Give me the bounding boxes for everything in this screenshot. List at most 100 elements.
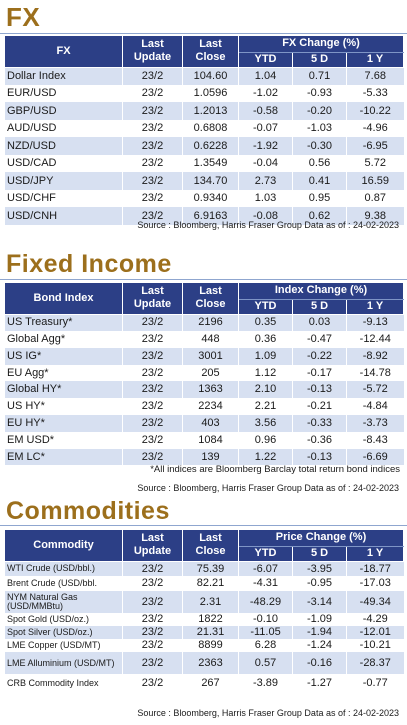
commodities-row-last-close: 75.39 bbox=[182, 561, 239, 577]
fx-row-1y: 7.68 bbox=[345, 67, 404, 85]
fx-row-ytd: 1.03 bbox=[238, 189, 293, 208]
commodities-row-last-close: 1822 bbox=[182, 613, 239, 627]
commodities-row-ytd: -48.29 bbox=[238, 591, 293, 614]
fixed-income-row-last-close: 448 bbox=[182, 331, 239, 348]
commodities-row-name: Brent Crude (USD/bbl. bbox=[4, 576, 123, 592]
fixed-income-row: EU Agg* 23/2 205 1.12 -0.17 -14.78 bbox=[4, 364, 404, 382]
fixed-income-row-last-close: 139 bbox=[182, 448, 239, 466]
fx-row-1y: 0.87 bbox=[345, 189, 404, 208]
fixed-income-row-ytd: 2.10 bbox=[238, 381, 293, 399]
fixed-income-row-name: US IG* bbox=[4, 347, 123, 365]
fx-row: NZD/USD 23/2 0.6228 -1.92 -0.30 -6.95 bbox=[4, 137, 404, 155]
fx-col-last-close: Last Close bbox=[182, 35, 239, 68]
fixed-income-row-1y: -5.72 bbox=[345, 381, 404, 399]
fi-col-last-close: Last Close bbox=[182, 282, 239, 315]
fx-row-ytd: -1.02 bbox=[238, 84, 293, 103]
commodities-row-1y: -49.34 bbox=[345, 591, 404, 614]
fx-row-last-update: 23/2 bbox=[122, 84, 183, 103]
commodities-table-body: WTI Crude (USD/bbl.) 23/2 75.39 -6.07 -3.95-… bbox=[4, 561, 404, 693]
fx-table: FX Last Update Last Close FX Change (%) … bbox=[4, 35, 405, 225]
commodities-row: Brent Crude (USD/bbl. 23/2 82.21 -4.31 -0.95… bbox=[4, 576, 404, 592]
com-col-5d: 5 D bbox=[292, 546, 347, 562]
fixed-income-row-ytd: 2.21 bbox=[238, 398, 293, 416]
fixed-income-row-5d: -0.22 bbox=[292, 347, 347, 365]
fixed-income-row: EU HY* 23/2 403 3.56 -0.33 -3.73 bbox=[4, 415, 404, 432]
fx-row: AUD/USD 23/2 0.6808 -0.07 -1.03 -4.96 bbox=[4, 119, 404, 138]
fx-row-5d: 0.41 bbox=[292, 172, 347, 190]
fixed-income-table-body: US Treasury* 23/2 2196 0.35 0.03 -9.13 Global … bbox=[4, 314, 404, 466]
fx-row-last-update: 23/2 bbox=[122, 102, 183, 120]
fx-row-last-update: 23/2 bbox=[122, 137, 183, 155]
fixed-income-row-last-update: 23/2 bbox=[122, 415, 183, 432]
fx-row-last-update: 23/2 bbox=[122, 189, 183, 208]
fx-row: USD/CAD 23/2 1.3549 -0.04 0.56 5.72 bbox=[4, 154, 404, 173]
fi-col-group: Index Change (%) bbox=[237, 282, 405, 300]
fixed-income-row-ytd: 1.09 bbox=[238, 347, 293, 365]
fx-row-last-close: 0.9340 bbox=[182, 189, 239, 208]
fx-row-5d: -0.93 bbox=[292, 84, 347, 103]
commodities-row-5d: -1.09 bbox=[292, 613, 347, 627]
fixed-income-row-ytd: 1.12 bbox=[238, 364, 293, 382]
commodities-row-last-update: 23/2 bbox=[122, 626, 183, 640]
fx-col-ytd: YTD bbox=[238, 52, 293, 68]
commodities-row-name: NYM Natural Gas (USD/MMBtu) bbox=[4, 591, 123, 614]
fixed-income-row-5d: -0.13 bbox=[292, 381, 347, 399]
commodities-row-last-close: 2.31 bbox=[182, 591, 239, 614]
fixed-income-row-name: US HY* bbox=[4, 398, 123, 416]
fx-row-5d: 0.62 bbox=[292, 207, 347, 225]
fixed-income-row-last-update: 23/2 bbox=[122, 347, 183, 365]
fixed-income-source: Source : Bloomberg, Harris Fraser Group … bbox=[137, 483, 399, 493]
fixed-income-row-last-close: 2196 bbox=[182, 314, 239, 332]
commodities-row-last-update: 23/2 bbox=[122, 591, 183, 614]
fixed-income-row-5d: -0.17 bbox=[292, 364, 347, 382]
fixed-income-row-ytd: 3.56 bbox=[238, 415, 293, 432]
commodities-title-rule bbox=[0, 525, 407, 526]
fixed-income-row-ytd: 0.36 bbox=[238, 331, 293, 348]
fixed-income-row: EM USD* 23/2 1084 0.96 -0.36 -8.43 bbox=[4, 431, 404, 449]
fixed-income-row: US Treasury* 23/2 2196 0.35 0.03 -9.13 bbox=[4, 314, 404, 332]
fixed-income-row-name: EM LC* bbox=[4, 448, 123, 466]
commodities-row: Spot Silver (USD/oz.) 23/2 21.31 -11.05 -1.9… bbox=[4, 626, 404, 640]
commodities-row-5d: -3.14 bbox=[292, 591, 347, 614]
commodities-table: Commodity Last Update Last Close Price C… bbox=[4, 529, 405, 693]
commodities-row-1y: -28.37 bbox=[345, 652, 404, 675]
com-col-name: Commodity bbox=[4, 529, 123, 562]
fixed-income-row-1y: -9.13 bbox=[345, 314, 404, 332]
fx-row-last-update: 23/2 bbox=[122, 207, 183, 225]
commodities-row-ytd: -0.10 bbox=[238, 613, 293, 627]
commodities-row-ytd: 6.28 bbox=[238, 639, 293, 653]
fixed-income-section-title: Fixed Income bbox=[6, 250, 172, 278]
fixed-income-row-name: EU HY* bbox=[4, 415, 123, 432]
fixed-income-row-1y: -8.92 bbox=[345, 347, 404, 365]
fx-source: Source : Bloomberg, Harris Fraser Group … bbox=[137, 220, 399, 230]
fx-row-5d: 0.95 bbox=[292, 189, 347, 208]
fx-row-ytd: -1.92 bbox=[238, 137, 293, 155]
fx-row-name: USD/JPY bbox=[4, 172, 123, 190]
commodities-row-ytd: -6.07 bbox=[238, 561, 293, 577]
fixed-income-table: Bond Index Last Update Last Close Index … bbox=[4, 282, 405, 466]
fx-row: USD/CHF 23/2 0.9340 1.03 0.95 0.87 bbox=[4, 189, 404, 208]
commodities-row-1y: -0.77 bbox=[345, 674, 404, 693]
fixed-income-row-name: Global HY* bbox=[4, 381, 123, 399]
commodities-row-1y: -10.21 bbox=[345, 639, 404, 653]
fixed-income-footnote: *All indices are Bloomberg Barclay total… bbox=[150, 464, 400, 475]
commodities-row-last-update: 23/2 bbox=[122, 639, 183, 653]
fixed-income-row-name: EU Agg* bbox=[4, 364, 123, 382]
fixed-income-row-ytd: 1.22 bbox=[238, 448, 293, 466]
commodities-row-last-update: 23/2 bbox=[122, 576, 183, 592]
commodities-row: WTI Crude (USD/bbl.) 23/2 75.39 -6.07 -3.95-… bbox=[4, 561, 404, 577]
fx-title-rule bbox=[0, 33, 407, 34]
fixed-income-row-1y: -14.78 bbox=[345, 364, 404, 382]
commodities-row-1y: -4.29 bbox=[345, 613, 404, 627]
fx-row-name: Dollar Index bbox=[4, 67, 123, 85]
fx-row-5d: -0.20 bbox=[292, 102, 347, 120]
commodities-row-name: Spot Gold (USD/oz.) bbox=[4, 613, 123, 627]
fixed-income-row: US HY* 23/2 2234 2.21 -0.21 -4.84 bbox=[4, 398, 404, 416]
commodities-row-name: LME Copper (USD/MT) bbox=[4, 639, 123, 653]
fx-row-1y: 9.38 bbox=[345, 207, 404, 225]
commodities-row-ytd: -11.05 bbox=[238, 626, 293, 640]
commodities-row-last-update: 23/2 bbox=[122, 561, 183, 577]
fx-row-ytd: -0.04 bbox=[238, 154, 293, 173]
fx-row-5d: 0.71 bbox=[292, 67, 347, 85]
commodities-row-last-update: 23/2 bbox=[122, 613, 183, 627]
